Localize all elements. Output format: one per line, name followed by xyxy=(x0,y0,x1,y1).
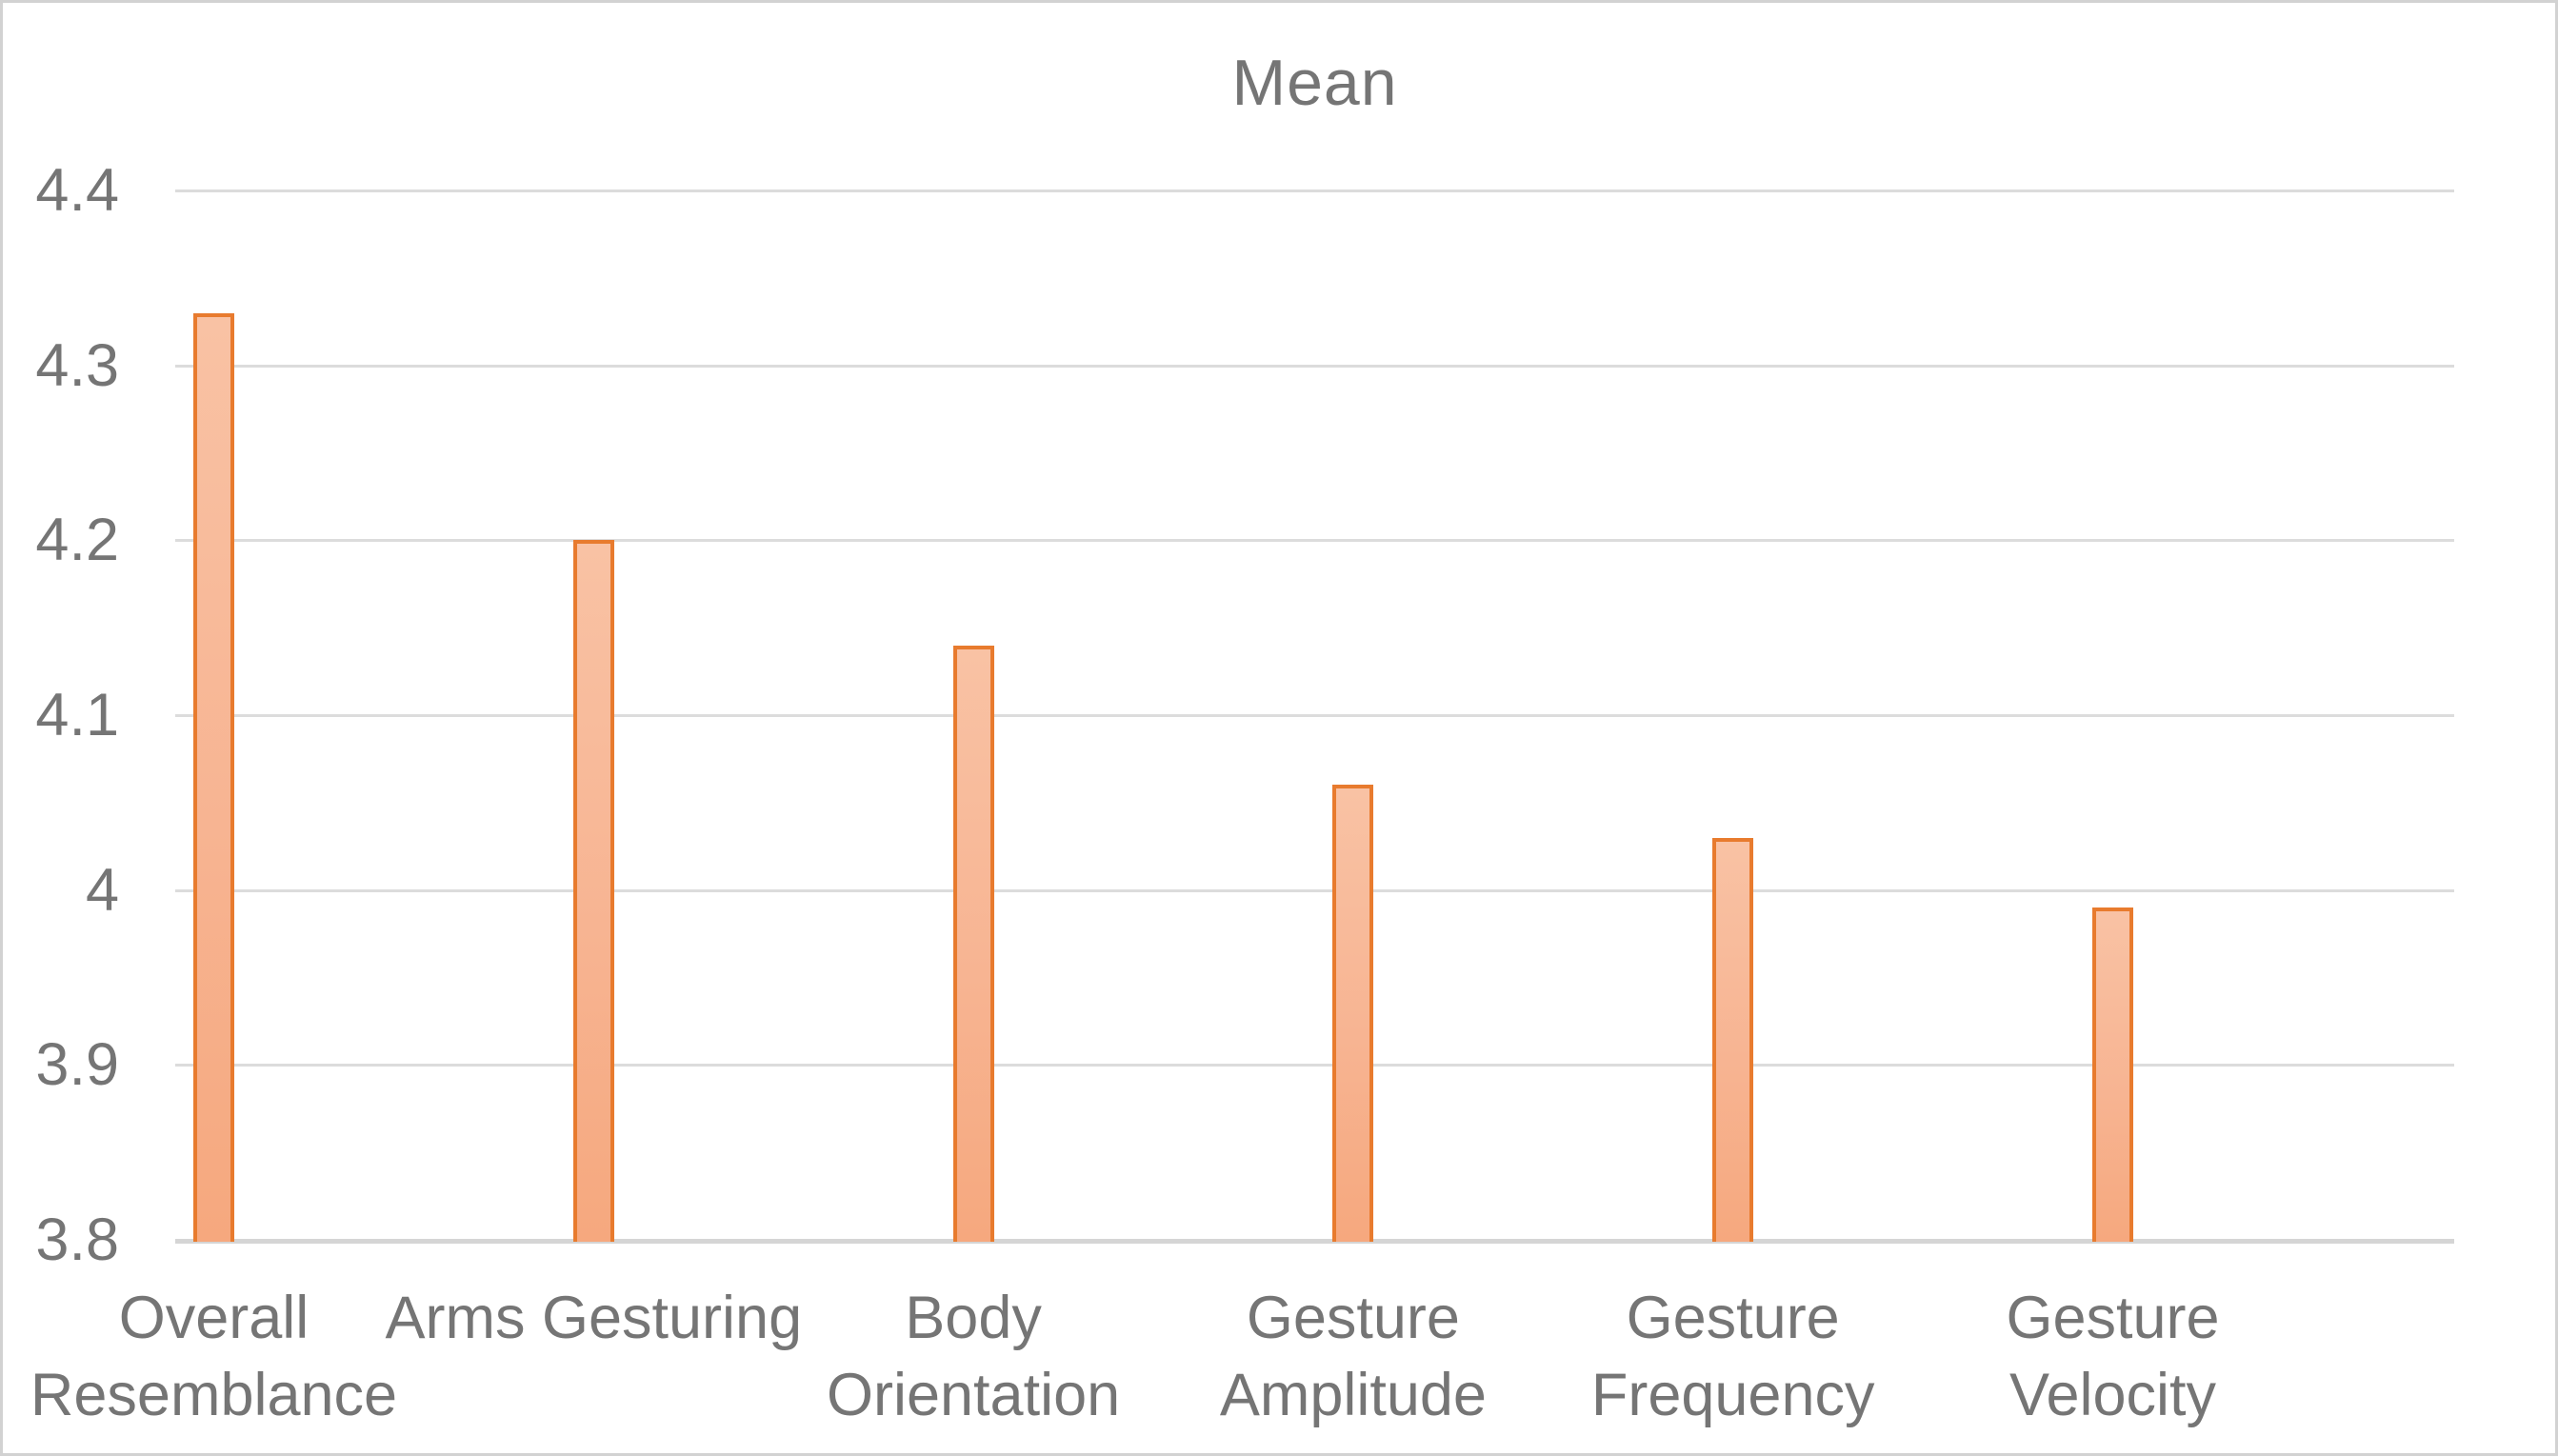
bar-gesture-frequency[interactable] xyxy=(1712,837,1754,1242)
gridline-4.3 xyxy=(175,364,2454,368)
gridline-4.2 xyxy=(175,539,2454,543)
gridline-4.4 xyxy=(175,189,2454,192)
x-axis-label-body-orientation: Body Orientation xyxy=(827,1285,1121,1428)
y-tick-label-4-1: 4.1 xyxy=(35,682,119,748)
bar-arms-gesturing[interactable] xyxy=(572,540,614,1242)
plot-area: 4.4 4.3 4.2 4.1 4 3.9 3.8 Overall Resemblance Ar… xyxy=(3,3,2555,1453)
y-tick-label-3-8: 3.8 xyxy=(35,1207,119,1273)
bar-body-orientation[interactable] xyxy=(952,645,994,1242)
x-axis-label-arms-gesturing: Arms Gesturing xyxy=(385,1285,803,1351)
bar-overall-resemblance[interactable] xyxy=(193,312,234,1242)
gridline-4 xyxy=(175,888,2454,892)
y-tick-label-4-2: 4.2 xyxy=(35,507,119,574)
y-tick-label-3-9: 3.9 xyxy=(35,1031,119,1099)
chart-title: Mean xyxy=(1231,47,1398,119)
bar-gesture-amplitude[interactable] xyxy=(1332,785,1374,1242)
bar-gesture-velocity[interactable] xyxy=(2092,908,2133,1242)
x-axis-label-overall-resemblance: Overall Resemblance xyxy=(30,1285,398,1428)
y-tick-label-4-4: 4.4 xyxy=(35,157,119,224)
x-axis-label-gesture-amplitude: Gesture Amplitude xyxy=(1219,1285,1487,1428)
x-axis-line xyxy=(175,1239,2454,1244)
x-axis-label-gesture-frequency: Gesture Frequency xyxy=(1590,1285,1875,1428)
y-tick-label-4: 4 xyxy=(85,856,119,924)
y-tick-label-4-3: 4.3 xyxy=(35,331,119,399)
gridline-3.9 xyxy=(175,1064,2454,1067)
gridline-4.1 xyxy=(175,714,2454,717)
x-axis-label-gesture-velocity: Gesture Velocity xyxy=(2006,1285,2220,1428)
